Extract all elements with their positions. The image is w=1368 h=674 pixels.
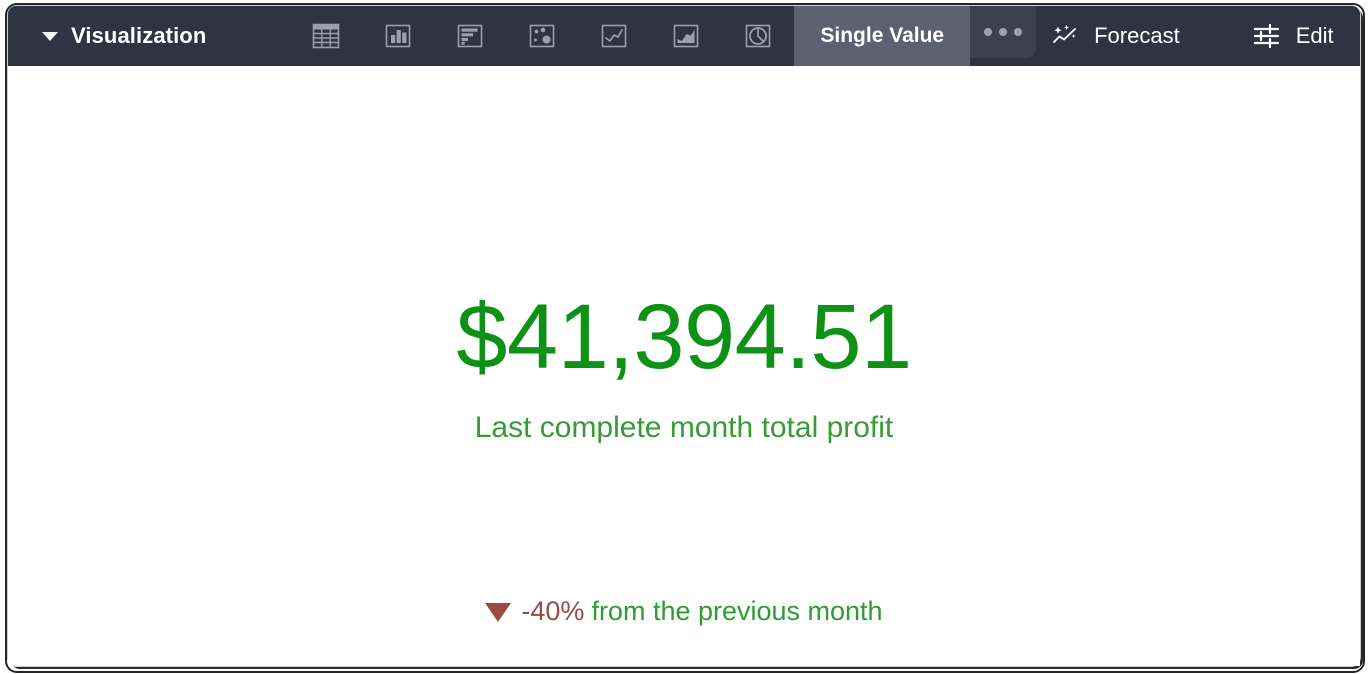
visualization-menu-button[interactable]: Visualization (8, 6, 224, 66)
overflow-dot-icon (984, 28, 993, 36)
forecast-button[interactable]: Forecast (1036, 6, 1194, 66)
tab-single-value[interactable]: Single Value (794, 6, 971, 66)
triangle-down-icon (485, 603, 512, 622)
line-chart-icon (602, 24, 627, 48)
area-chart-icon-button[interactable] (650, 6, 722, 66)
column-chart-icon-button[interactable] (362, 6, 434, 66)
table-icon-button[interactable] (290, 6, 362, 66)
single-value-number: $41,394.51 (456, 286, 912, 388)
comparison-row: -40% from the previous month (8, 596, 1360, 627)
overflow-dot-icon (1014, 28, 1023, 36)
table-icon (313, 23, 340, 49)
pie-chart-icon (746, 24, 771, 48)
visualization-toolbar: Visualization (8, 6, 1360, 66)
scatter-plot-icon-button[interactable] (506, 6, 578, 66)
forecast-label: Forecast (1094, 23, 1180, 48)
caret-down-icon (42, 31, 58, 41)
bar-chart-icon-button[interactable] (434, 6, 506, 66)
area-chart-icon (674, 24, 699, 48)
forecast-sparkle-icon (1053, 25, 1077, 43)
pie-chart-icon-button[interactable] (722, 6, 794, 66)
comparison-delta: -40% (521, 596, 585, 626)
edit-label: Edit (1295, 23, 1334, 48)
column-chart-icon (386, 24, 411, 48)
single-value-canvas: $41,394.51 Last complete month total pro… (8, 66, 1360, 666)
chart-type-icon-strip (290, 6, 794, 66)
comparison-suffix: from the previous month (591, 596, 883, 626)
single-value-caption: Last complete month total profit (474, 411, 894, 444)
scatter-plot-icon (530, 24, 555, 48)
visualization-menu-label: Visualization (71, 23, 207, 48)
sliders-edit-icon (1253, 23, 1279, 49)
edit-button[interactable]: Edit (1238, 6, 1348, 66)
overflow-menu-button[interactable] (970, 6, 1037, 58)
line-chart-icon-button[interactable] (578, 6, 650, 66)
bar-chart-icon (458, 24, 483, 48)
overflow-dot-icon (999, 28, 1008, 36)
